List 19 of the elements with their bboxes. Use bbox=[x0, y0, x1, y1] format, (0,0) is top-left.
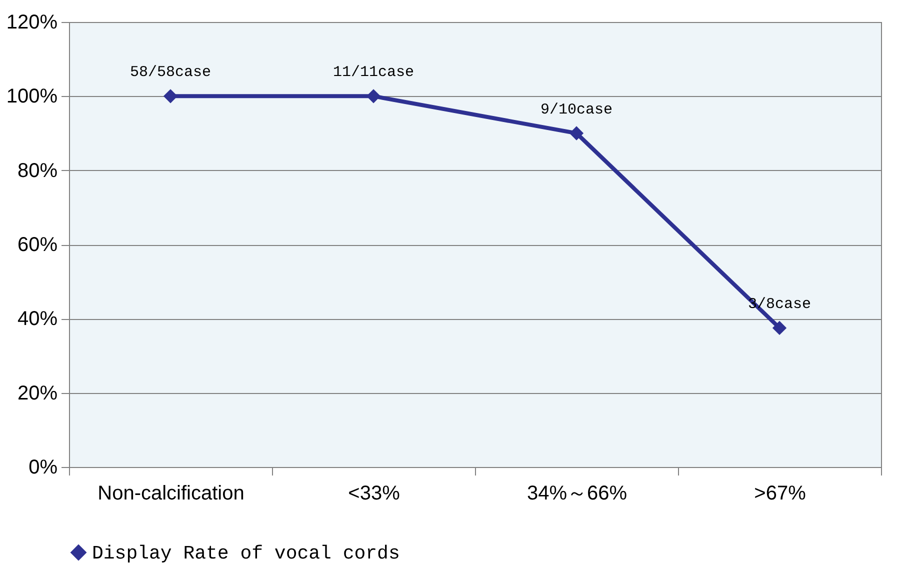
data-label: 11/11case bbox=[332, 64, 414, 82]
point bbox=[569, 126, 584, 140]
y-tick-label: 20% bbox=[17, 382, 58, 404]
y-tick-label: 40% bbox=[17, 308, 58, 330]
data-label: 9/10case bbox=[540, 101, 613, 118]
y-tick-label: 60% bbox=[17, 234, 58, 256]
x-tick-label: 34%～66% bbox=[526, 482, 628, 504]
y-tick-label: 0% bbox=[28, 456, 58, 478]
point bbox=[772, 320, 787, 336]
point bbox=[163, 89, 178, 104]
data-label: 58/58case bbox=[130, 64, 212, 82]
point bbox=[366, 89, 381, 104]
x-tick-label: <33% bbox=[348, 482, 400, 504]
y-tick-label: 100% bbox=[6, 86, 58, 108]
x-tick-label: Non-calcification bbox=[98, 482, 244, 504]
x-tick-label: >67% bbox=[754, 482, 806, 504]
y-tick-label: 120% bbox=[6, 12, 58, 34]
y-tick-label: 80% bbox=[17, 160, 58, 182]
legend-label: Display Rate of vocal cords bbox=[92, 542, 400, 564]
